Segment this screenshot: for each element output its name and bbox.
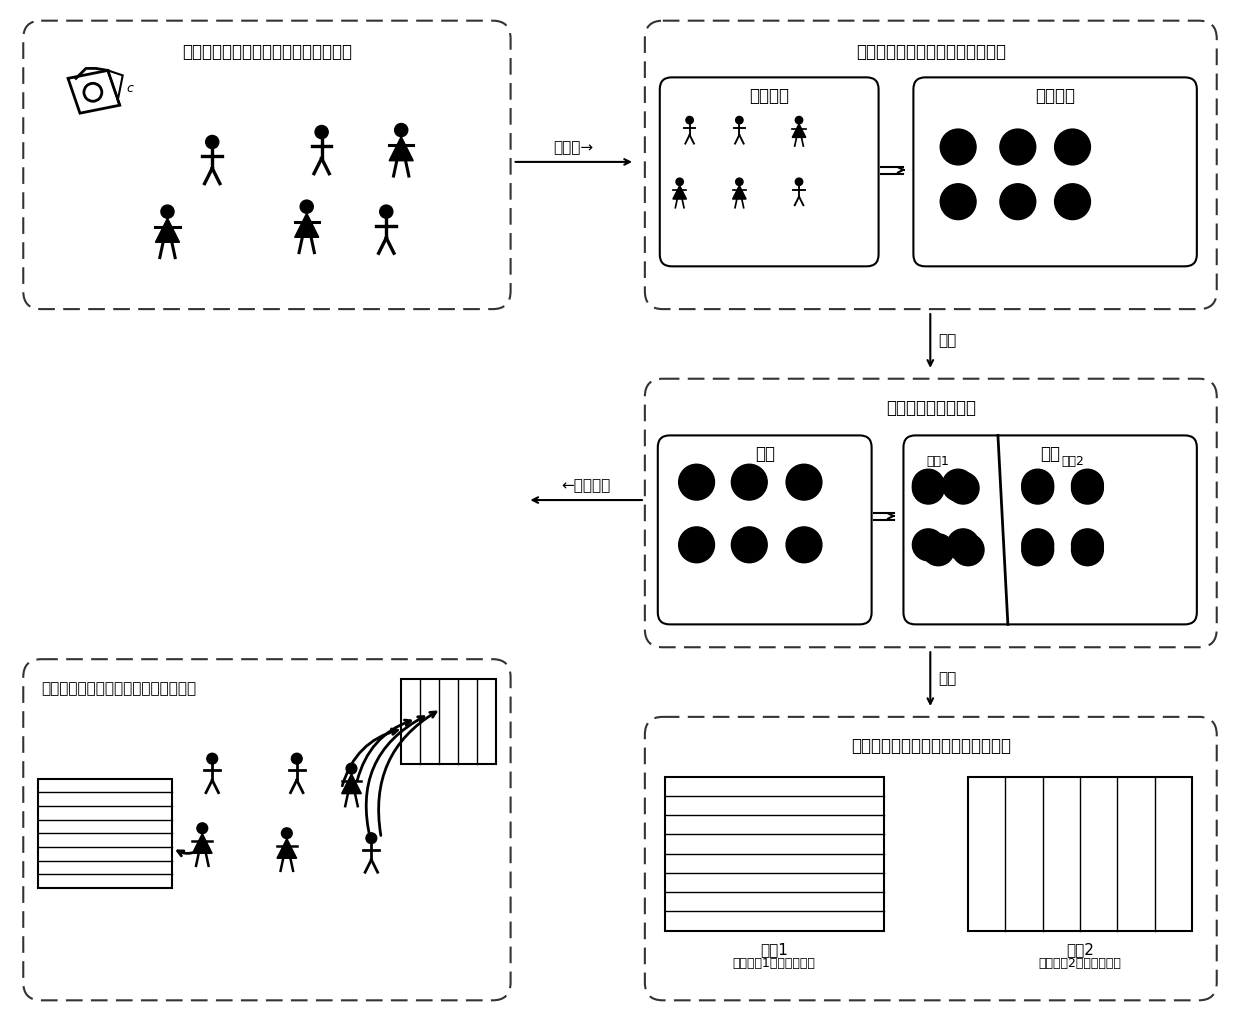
Circle shape	[795, 116, 802, 124]
Circle shape	[207, 753, 217, 764]
Circle shape	[913, 470, 944, 501]
Circle shape	[197, 823, 207, 833]
Polygon shape	[342, 774, 361, 793]
Circle shape	[732, 465, 768, 500]
Text: 画面1: 画面1	[760, 942, 789, 958]
Text: 一映射→: 一映射→	[553, 140, 593, 155]
Circle shape	[999, 184, 1035, 220]
FancyBboxPatch shape	[914, 78, 1197, 266]
Text: 输出: 输出	[1040, 445, 1060, 464]
Circle shape	[678, 527, 714, 563]
Circle shape	[923, 534, 954, 566]
Text: 虚拟空间: 虚拟空间	[1035, 88, 1075, 105]
Circle shape	[678, 465, 714, 500]
Circle shape	[940, 184, 976, 220]
Circle shape	[1022, 534, 1054, 566]
Text: 聚类: 聚类	[939, 334, 956, 348]
Text: 真实空间: 真实空间	[749, 88, 789, 105]
Text: （以区域2中心为视点）: （以区域2中心为视点）	[1039, 957, 1121, 970]
Circle shape	[394, 124, 408, 137]
Circle shape	[281, 828, 293, 838]
Text: 以聚类块中心为视点对场景进行渲染: 以聚类块中心为视点对场景进行渲染	[851, 737, 1011, 755]
Text: 红外摄像头获取场景内人物位置并跟踪: 红外摄像头获取场景内人物位置并跟踪	[182, 43, 352, 60]
Text: 虚拟场景内人物聚类: 虚拟场景内人物聚类	[885, 398, 976, 417]
Polygon shape	[673, 186, 687, 199]
Circle shape	[735, 178, 743, 186]
Text: 区域1: 区域1	[926, 455, 950, 469]
Text: ←观看画面: ←观看画面	[562, 478, 611, 493]
FancyBboxPatch shape	[660, 78, 879, 266]
Circle shape	[161, 205, 174, 218]
Circle shape	[315, 126, 329, 139]
Circle shape	[947, 529, 980, 561]
Bar	[968, 777, 1192, 931]
Circle shape	[1071, 470, 1104, 501]
Circle shape	[999, 129, 1035, 164]
Circle shape	[379, 205, 393, 218]
Circle shape	[676, 178, 683, 186]
Text: 区域2: 区域2	[1061, 455, 1084, 469]
Text: 输入: 输入	[755, 445, 775, 464]
Polygon shape	[389, 137, 413, 160]
Text: 观众通过佩戴快门眼镜看到不同的画面: 观众通过佩戴快门眼镜看到不同的画面	[41, 681, 196, 696]
Polygon shape	[733, 186, 746, 199]
Circle shape	[1022, 472, 1054, 504]
Circle shape	[913, 529, 944, 561]
Polygon shape	[277, 838, 296, 859]
Circle shape	[795, 178, 802, 186]
Circle shape	[947, 472, 980, 504]
Circle shape	[300, 200, 314, 213]
Circle shape	[1071, 534, 1104, 566]
Polygon shape	[295, 213, 319, 237]
Circle shape	[1055, 184, 1090, 220]
FancyBboxPatch shape	[657, 435, 872, 625]
Bar	[38, 779, 172, 888]
Circle shape	[952, 534, 985, 566]
Circle shape	[913, 472, 944, 504]
Circle shape	[732, 527, 768, 563]
Polygon shape	[192, 833, 212, 854]
Circle shape	[1071, 529, 1104, 561]
Circle shape	[735, 116, 743, 124]
Circle shape	[1071, 472, 1104, 504]
Bar	[665, 777, 884, 931]
Circle shape	[786, 527, 822, 563]
Circle shape	[1022, 470, 1054, 501]
Text: c: c	[126, 82, 133, 95]
Circle shape	[346, 764, 357, 774]
Bar	[402, 679, 496, 764]
Circle shape	[942, 470, 975, 501]
Circle shape	[206, 136, 218, 149]
Polygon shape	[792, 124, 806, 138]
Circle shape	[686, 116, 693, 124]
Circle shape	[1055, 129, 1090, 164]
Circle shape	[1022, 529, 1054, 561]
Text: 渲染: 渲染	[939, 672, 956, 686]
Circle shape	[366, 833, 377, 843]
Text: 画面2: 画面2	[1066, 942, 1094, 958]
Text: （以区域1中心为视点）: （以区域1中心为视点）	[733, 957, 816, 970]
FancyBboxPatch shape	[904, 435, 1197, 625]
Polygon shape	[155, 218, 180, 242]
Circle shape	[940, 129, 976, 164]
Circle shape	[291, 753, 303, 764]
Text: 将现实场景信息映射到虚拟空间中: 将现实场景信息映射到虚拟空间中	[856, 43, 1006, 60]
Circle shape	[786, 465, 822, 500]
